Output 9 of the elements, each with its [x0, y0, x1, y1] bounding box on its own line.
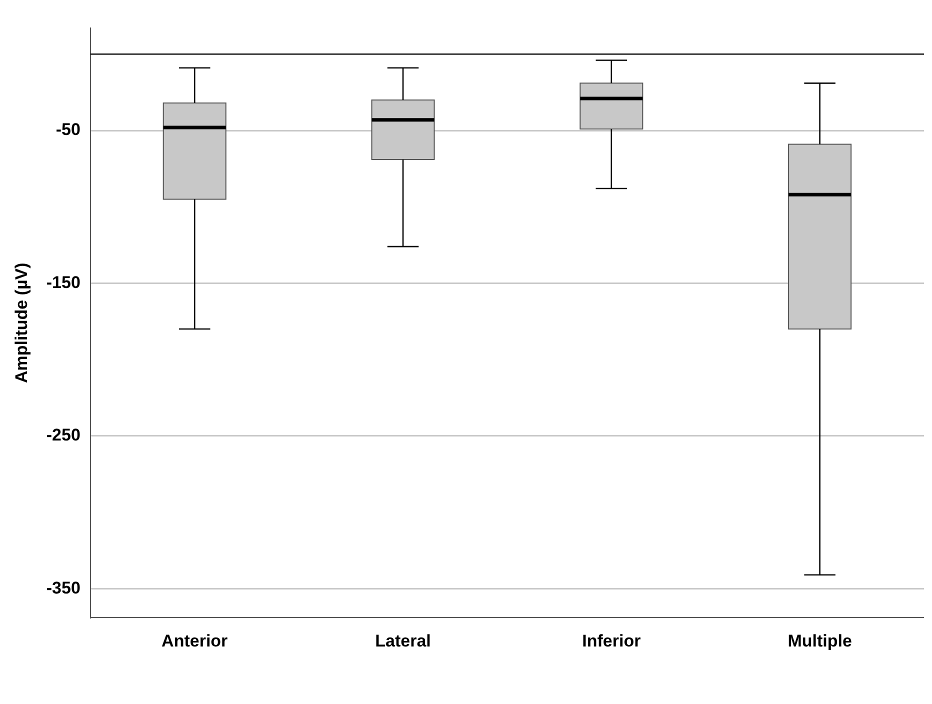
- y-tick-label: -150: [46, 272, 80, 292]
- x-tick-label: Inferior: [582, 631, 642, 650]
- x-tick-label: Lateral: [375, 631, 431, 650]
- y-tick-label: -50: [56, 120, 80, 140]
- y-tick-label: -350: [46, 578, 80, 598]
- x-tick-label: Anterior: [162, 631, 228, 650]
- y-tick-label: -250: [46, 426, 80, 445]
- y-axis-title: Amplitude (µV): [12, 262, 31, 384]
- x-tick-label: Multiple: [788, 631, 852, 650]
